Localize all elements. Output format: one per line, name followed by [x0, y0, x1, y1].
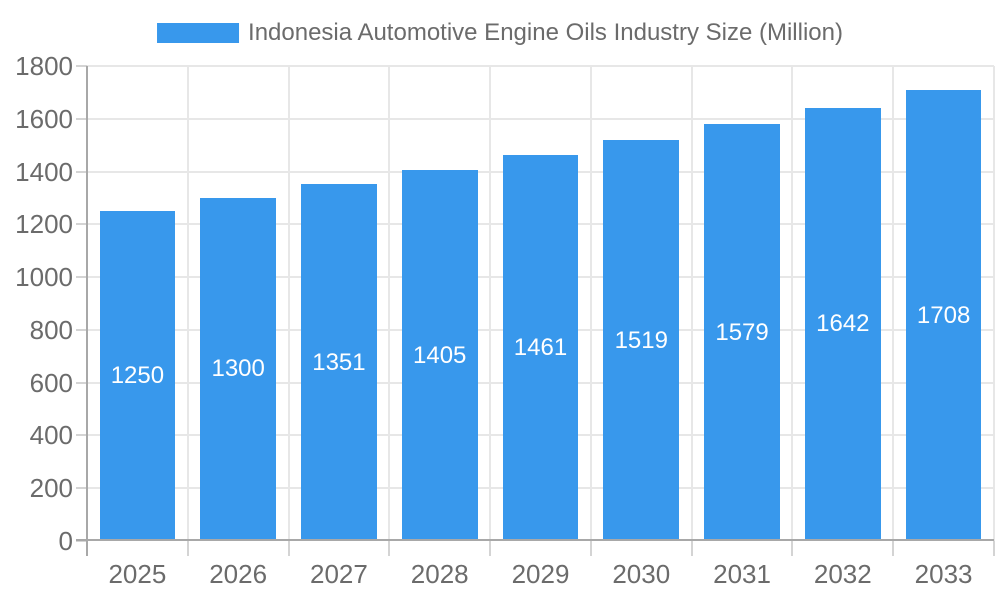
- gridline-vertical: [287, 66, 290, 541]
- bar[interactable]: [99, 211, 176, 541]
- bar[interactable]: [805, 107, 881, 541]
- gridline-vertical: [892, 66, 895, 541]
- x-axis-label: 2029: [511, 559, 570, 589]
- y-axis-tick: [76, 65, 87, 67]
- x-axis-tick: [690, 541, 693, 556]
- x-axis-tick: [287, 541, 290, 556]
- x-axis-tick: [388, 541, 391, 556]
- bar-value-label: 1642: [816, 310, 870, 338]
- gridline-vertical: [186, 66, 189, 541]
- legend-item[interactable]: Indonesia Automotive Engine Oils Industr…: [157, 19, 843, 47]
- x-axis-label: 2031: [713, 559, 771, 589]
- bar[interactable]: [401, 170, 478, 541]
- gridline-vertical: [489, 66, 492, 541]
- y-axis-tick: [76, 434, 87, 437]
- bar-value-label: 1708: [916, 301, 971, 329]
- bar-value-label: 1461: [513, 334, 568, 362]
- legend-swatch-icon: [157, 23, 240, 43]
- x-axis-label: 2032: [813, 559, 872, 589]
- y-axis-label: 1400: [15, 156, 73, 187]
- y-axis-tick: [76, 170, 87, 173]
- y-axis-tick: [76, 328, 87, 331]
- gridline-vertical: [690, 66, 693, 541]
- bar[interactable]: [200, 197, 276, 541]
- x-axis-label: 2026: [209, 559, 268, 589]
- y-axis-label: 800: [29, 314, 73, 345]
- bar-value-label: 1519: [614, 326, 668, 354]
- x-axis-label: 2025: [108, 559, 167, 589]
- gridline-vertical: [589, 66, 592, 541]
- x-axis-tick: [489, 541, 492, 556]
- x-axis-tick: [892, 541, 895, 556]
- y-axis-label: 400: [29, 420, 73, 451]
- x-axis-line: [76, 539, 994, 541]
- legend-label: Indonesia Automotive Engine Oils Industr…: [248, 19, 843, 46]
- bar[interactable]: [603, 140, 680, 541]
- bar-value-label: 1405: [413, 341, 467, 369]
- gridline-horizontal: [87, 65, 994, 67]
- y-axis-label: 200: [29, 473, 73, 504]
- bar[interactable]: [905, 90, 982, 541]
- y-axis-label: 1000: [15, 262, 73, 293]
- bar-value-label: 1250: [110, 362, 165, 390]
- y-axis-label: 1800: [15, 51, 73, 81]
- x-axis-tick: [993, 541, 995, 556]
- x-axis-tick: [186, 541, 189, 556]
- y-axis-label: 1200: [15, 209, 73, 240]
- y-axis-tick: [76, 381, 87, 384]
- y-axis-tick: [76, 276, 87, 279]
- x-axis-tick: [589, 541, 592, 556]
- gridline-vertical: [791, 66, 794, 541]
- y-axis-tick: [76, 487, 87, 490]
- bar-value-label: 1579: [715, 318, 769, 346]
- gridline-vertical: [388, 66, 391, 541]
- x-axis-tick: [791, 541, 794, 556]
- bar-value-label: 1351: [312, 348, 366, 376]
- y-axis-label: 0: [58, 526, 73, 556]
- plot-area: 0 200 400 600 800 1000 1200 1400 1600 1800 1250 202…: [15, 53, 995, 587]
- x-axis-label: 2027: [310, 559, 368, 589]
- bar[interactable]: [301, 184, 377, 541]
- x-axis-label: 2028: [410, 559, 469, 589]
- gridline-vertical: [993, 66, 995, 541]
- y-axis-tick: [76, 117, 87, 120]
- gridline-horizontal: [87, 117, 994, 120]
- y-axis-line: [86, 66, 88, 556]
- y-axis-tick: [76, 223, 87, 226]
- bar[interactable]: [704, 124, 780, 541]
- x-axis-label: 2030: [612, 559, 671, 589]
- y-axis-label: 1600: [15, 103, 73, 134]
- bar[interactable]: [502, 155, 579, 541]
- y-axis-label: 600: [29, 367, 73, 398]
- bar-value-label: 1300: [211, 355, 265, 383]
- x-axis-label: 2033: [914, 559, 973, 589]
- y-axis-tick: [76, 540, 87, 542]
